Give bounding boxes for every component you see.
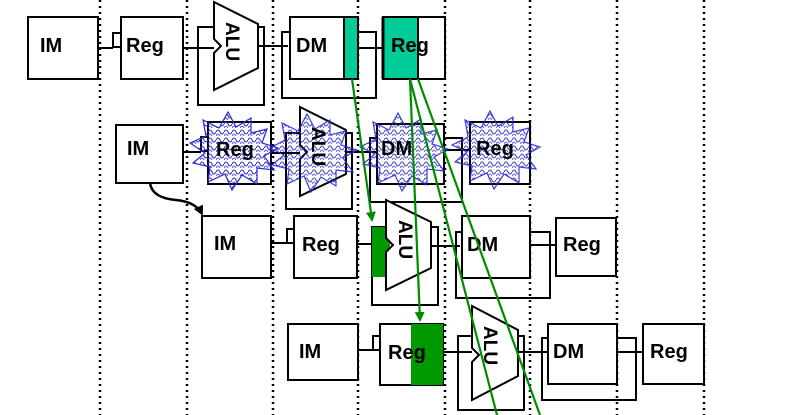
reg-read-box (120, 16, 184, 80)
dm-label: DM (381, 138, 412, 160)
reg-read-box (293, 215, 358, 279)
forwarding-arrows (350, 78, 542, 415)
forward-arrow (408, 78, 425, 322)
im-label: IM (214, 233, 236, 255)
forward-arrow (350, 78, 376, 222)
stall-bubble (268, 112, 359, 194)
im-box (115, 124, 184, 184)
alu-label: ALU (221, 22, 242, 61)
reg-write-highlight (382, 16, 419, 80)
pipeline-row-4 (287, 304, 705, 411)
reg-read-highlight (411, 324, 443, 385)
dm-box (547, 323, 618, 385)
stall-bubble (450, 109, 542, 191)
forward-line (408, 78, 499, 415)
alu-label: ALU (479, 326, 500, 365)
stall-bubble (188, 110, 280, 192)
stall-arrow (148, 182, 204, 216)
row-3-labels: IM Reg ALU DM Reg (214, 220, 601, 259)
im-label: IM (299, 341, 321, 363)
alu-shape (213, 0, 259, 92)
dm-label: DM (467, 234, 498, 256)
row-1-labels: IM Reg ALU DM Reg (40, 22, 429, 61)
dm-highlight (343, 16, 359, 80)
im-box (27, 16, 99, 80)
pipeline-row-3 (201, 198, 617, 306)
reg-label: Reg (126, 35, 164, 57)
alu-shape (471, 304, 519, 402)
alu-label: ALU (394, 220, 415, 259)
dm-label: DM (553, 341, 584, 363)
reg-label: Reg (391, 35, 429, 57)
im-label: IM (40, 35, 62, 57)
stall-bubble (358, 111, 450, 193)
reg-label: Reg (388, 342, 426, 364)
stall-bubbles (188, 109, 542, 194)
forward-line (416, 78, 542, 415)
alu-shape (385, 198, 432, 292)
reg-write-box (642, 323, 705, 385)
im-label: IM (127, 138, 149, 160)
pipeline-row-1 (27, 0, 446, 106)
reg-label: Reg (216, 139, 254, 161)
dm-label: DM (296, 35, 327, 57)
im-box (287, 323, 359, 381)
reg-label: Reg (650, 341, 688, 363)
reg-label: Reg (563, 234, 601, 256)
im-box (201, 215, 272, 279)
row-4-labels: IM Reg ALU DM Reg (299, 326, 688, 365)
reg-write-box (555, 217, 617, 277)
row-2-labels: IM Reg ALU DM Reg (127, 127, 514, 166)
alu-label: ALU (307, 127, 328, 166)
reg-label: Reg (476, 138, 514, 160)
dm-box (461, 215, 531, 279)
reg-label: Reg (302, 234, 340, 256)
